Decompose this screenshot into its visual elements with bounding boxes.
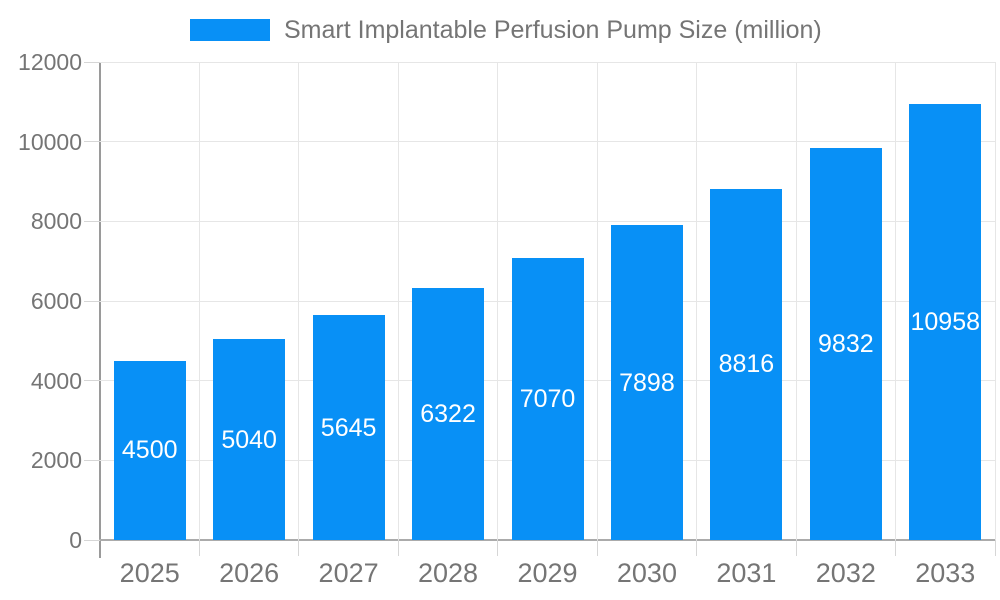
x-tick-9 xyxy=(994,540,996,556)
x-tick-6 xyxy=(696,540,698,556)
x-tick-2 xyxy=(298,540,300,556)
bar-2026[interactable]: 5040 xyxy=(213,339,286,540)
v-gridline-1 xyxy=(198,62,200,540)
bar-value-label-2031: 8816 xyxy=(718,350,775,379)
v-gridline-5 xyxy=(596,62,598,540)
y-tick-10000 xyxy=(84,141,100,143)
y-tick-4000 xyxy=(84,380,100,382)
x-tick-label-2032: 2032 xyxy=(815,558,876,588)
bar-value-label-2026: 5040 xyxy=(221,425,277,454)
bar-value-label-2025: 4500 xyxy=(121,436,178,465)
y-axis-line xyxy=(99,62,101,558)
h-gridline-8000 xyxy=(100,220,995,222)
x-tick-label-2027: 2027 xyxy=(318,558,379,588)
x-tick-4 xyxy=(497,540,499,556)
h-gridline-12000 xyxy=(100,61,995,63)
bar-2028[interactable]: 6322 xyxy=(412,288,485,540)
y-tick-label-2000: 2000 xyxy=(30,447,82,474)
v-gridline-8 xyxy=(895,62,897,540)
x-axis-line xyxy=(99,539,996,541)
bar-2027[interactable]: 5645 xyxy=(312,315,385,540)
x-tick-label-2031: 2031 xyxy=(716,558,777,588)
v-gridline-3 xyxy=(397,62,399,540)
v-gridline-7 xyxy=(795,62,797,540)
y-tick-8000 xyxy=(84,220,100,222)
bar-2031[interactable]: 8816 xyxy=(710,188,783,540)
bar-2033[interactable]: 10958 xyxy=(909,103,982,540)
x-tick-label-2025: 2025 xyxy=(119,558,180,588)
x-tick-7 xyxy=(795,540,797,556)
x-tick-label-2033: 2033 xyxy=(915,558,976,588)
y-tick-label-4000: 4000 xyxy=(30,367,82,394)
y-tick-label-0: 0 xyxy=(69,527,82,553)
x-tick-label-2029: 2029 xyxy=(517,558,578,588)
bar-value-label-2029: 7070 xyxy=(519,385,576,414)
bar-2025[interactable]: 4500 xyxy=(113,360,186,540)
bar-value-label-2028: 6322 xyxy=(420,400,476,429)
y-tick-6000 xyxy=(84,300,100,302)
x-tick-5 xyxy=(596,540,598,556)
bar-2030[interactable]: 7898 xyxy=(610,225,683,540)
bar-2029[interactable]: 7070 xyxy=(511,258,584,540)
y-tick-0 xyxy=(84,539,100,541)
y-tick-label-12000: 12000 xyxy=(18,49,82,75)
bar-value-label-2027: 5645 xyxy=(320,413,377,442)
y-tick-2000 xyxy=(84,459,100,461)
bar-value-label-2033: 10958 xyxy=(910,307,981,336)
y-tick-label-8000: 8000 xyxy=(30,208,82,235)
bar-value-label-2030: 7898 xyxy=(619,368,675,397)
y-tick-label-10000: 10000 xyxy=(18,128,82,155)
legend-swatch[interactable] xyxy=(190,19,270,41)
v-gridline-4 xyxy=(497,62,499,540)
x-tick-label-2028: 2028 xyxy=(418,558,479,588)
x-tick-label-2026: 2026 xyxy=(219,558,280,588)
v-gridline-2 xyxy=(298,62,300,540)
bar-2032[interactable]: 9832 xyxy=(809,148,882,540)
bar-value-label-2032: 9832 xyxy=(818,330,874,359)
y-tick-12000 xyxy=(84,61,100,63)
y-tick-label-6000: 6000 xyxy=(30,288,82,314)
legend-label: Smart Implantable Perfusion Pump Size (m… xyxy=(284,16,822,44)
x-tick-label-2030: 2030 xyxy=(616,558,677,588)
x-tick-3 xyxy=(397,540,399,556)
x-tick-8 xyxy=(895,540,897,556)
v-gridline-6 xyxy=(696,62,698,540)
x-tick-1 xyxy=(198,540,200,556)
h-gridline-10000 xyxy=(100,141,995,143)
v-gridline-9 xyxy=(994,62,996,540)
